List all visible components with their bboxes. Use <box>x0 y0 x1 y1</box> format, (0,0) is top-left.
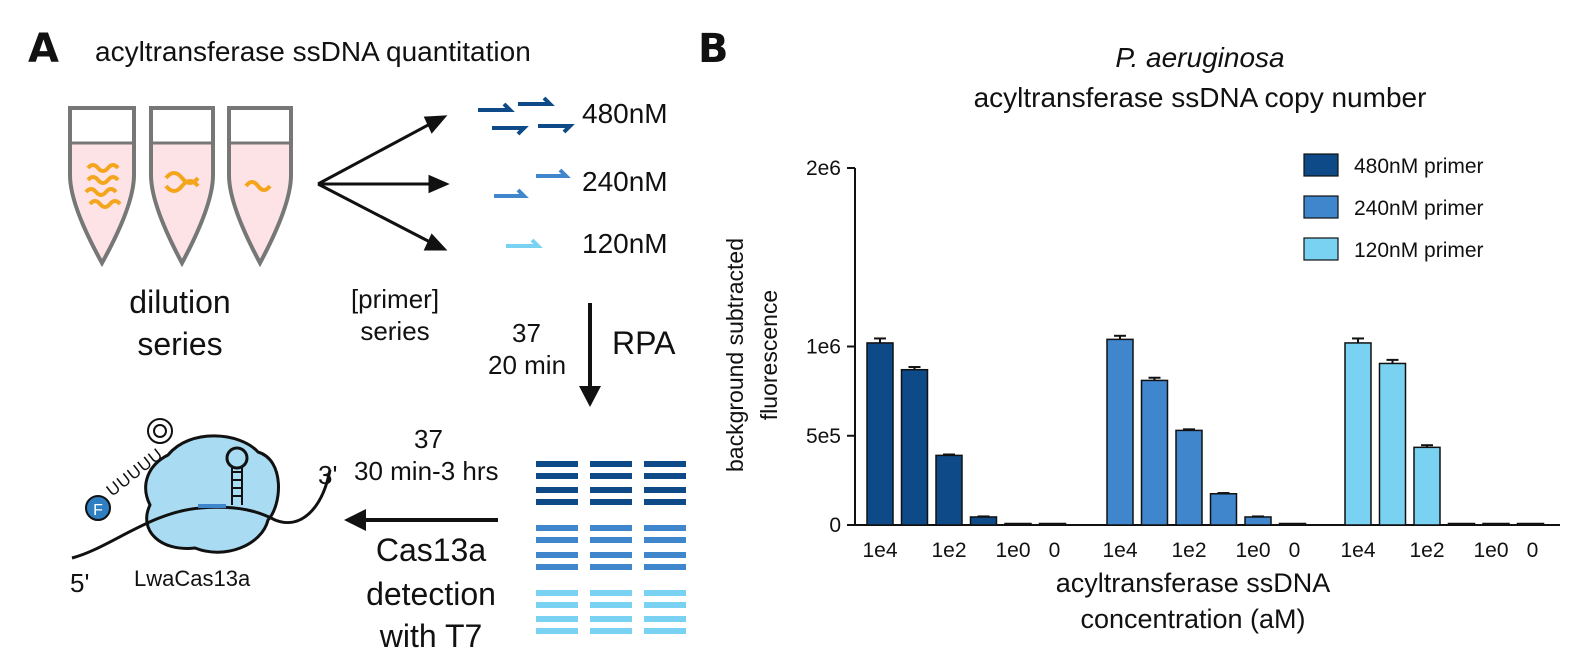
x-tick-label: 1e4 <box>1102 539 1137 562</box>
bar <box>1244 516 1272 526</box>
x-tick-label: 0 <box>1049 539 1061 562</box>
five-prime-label: 5' <box>70 568 90 598</box>
amplicon-bands <box>536 461 686 634</box>
tube-1 <box>68 106 136 268</box>
legend-label: 480nM primer <box>1354 155 1484 178</box>
y-tick-label: 0 <box>829 514 841 537</box>
x-tick-label: 1e0 <box>1235 539 1270 562</box>
bar <box>900 368 929 526</box>
x-tick-label: 0 <box>1289 539 1301 562</box>
y-tick-label: 5e5 <box>806 425 841 448</box>
det-time-label: 30 min-3 hrs <box>354 456 499 486</box>
x-tick-label: 1e0 <box>995 539 1030 562</box>
bar <box>1175 429 1203 526</box>
bar <box>1278 522 1307 526</box>
bar <box>1516 522 1545 526</box>
primers-120-icon <box>506 238 543 248</box>
bar <box>1344 342 1372 526</box>
chart-title-line1: P. aeruginosa <box>1115 42 1285 73</box>
legend-swatch <box>1303 237 1339 261</box>
y-tick-label: 2e6 <box>806 157 841 180</box>
bar <box>1038 522 1067 526</box>
bar <box>1004 522 1032 526</box>
x-tick-label: 1e2 <box>1409 539 1444 562</box>
dilution-label-line2: series <box>137 326 223 362</box>
bar <box>1482 522 1510 526</box>
legend-label: 120nM primer <box>1354 239 1484 262</box>
bar <box>969 516 998 526</box>
conc-480-label: 480nM <box>582 98 668 129</box>
x-tick-label: 1e4 <box>862 539 897 562</box>
three-prime-label: 3' <box>318 460 338 490</box>
panel-a-title: acyltransferase ssDNA quantitation <box>95 36 531 67</box>
det-temp-label: 37 <box>414 424 443 454</box>
x-axis-label-line1: acyltransferase ssDNA <box>1056 568 1331 598</box>
detection-arrow <box>344 509 498 531</box>
fluor-label: F <box>93 502 103 519</box>
x-tick-label: 1e4 <box>1340 539 1375 562</box>
x-tick-label: 0 <box>1527 539 1539 562</box>
enzyme-label: LwaCas13a <box>134 566 251 591</box>
cas13a-complex-icon <box>71 418 332 560</box>
bar <box>866 342 894 526</box>
bar <box>1413 446 1441 526</box>
primer-label-line2: series <box>360 316 430 346</box>
legend-swatch <box>1303 195 1339 219</box>
y-axis-label-line1: background subtracted <box>722 238 748 472</box>
y-axis-label-line2: fluorescence <box>756 290 782 420</box>
bar <box>1447 522 1476 526</box>
chart-title-line2: acyltransferase ssDNA copy number <box>973 82 1427 113</box>
x-tick-label: 1e2 <box>1171 539 1206 562</box>
panel-a-letter: A <box>28 26 59 72</box>
det-label-line1: Cas13a <box>375 532 487 568</box>
rpa-label: RPA <box>612 325 676 361</box>
x-axis-label-line2: concentration (aM) <box>1080 604 1305 634</box>
panel-b-letter: B <box>698 26 729 72</box>
rpa-arrow <box>579 303 601 407</box>
legend-swatch <box>1303 153 1339 177</box>
primer-label-line1: [primer] <box>350 284 440 314</box>
bar <box>935 454 963 526</box>
y-tick-label: 1e6 <box>806 336 841 359</box>
conc-120-label: 120nM <box>582 228 668 259</box>
x-tick-label: 1e2 <box>931 539 966 562</box>
bar <box>1378 362 1407 526</box>
primers-240-icon <box>494 168 571 198</box>
dilution-label-line1: dilution <box>129 284 231 320</box>
primers-480-icon <box>478 96 575 136</box>
rpa-time-label: 20 min <box>488 350 567 380</box>
legend-label: 240nM primer <box>1354 197 1484 220</box>
primer-fan-arrows <box>317 115 450 251</box>
tube-3 <box>227 106 293 268</box>
bar <box>1106 338 1134 526</box>
bar <box>1140 379 1169 526</box>
conc-240-label: 240nM <box>582 166 668 197</box>
det-label-line2: detection <box>366 576 496 612</box>
rpa-temp-label: 37 <box>512 318 541 348</box>
x-tick-label: 1e0 <box>1473 539 1508 562</box>
det-label-line3: with T7 <box>379 618 483 654</box>
bar <box>1209 493 1238 526</box>
tube-2 <box>149 106 215 268</box>
